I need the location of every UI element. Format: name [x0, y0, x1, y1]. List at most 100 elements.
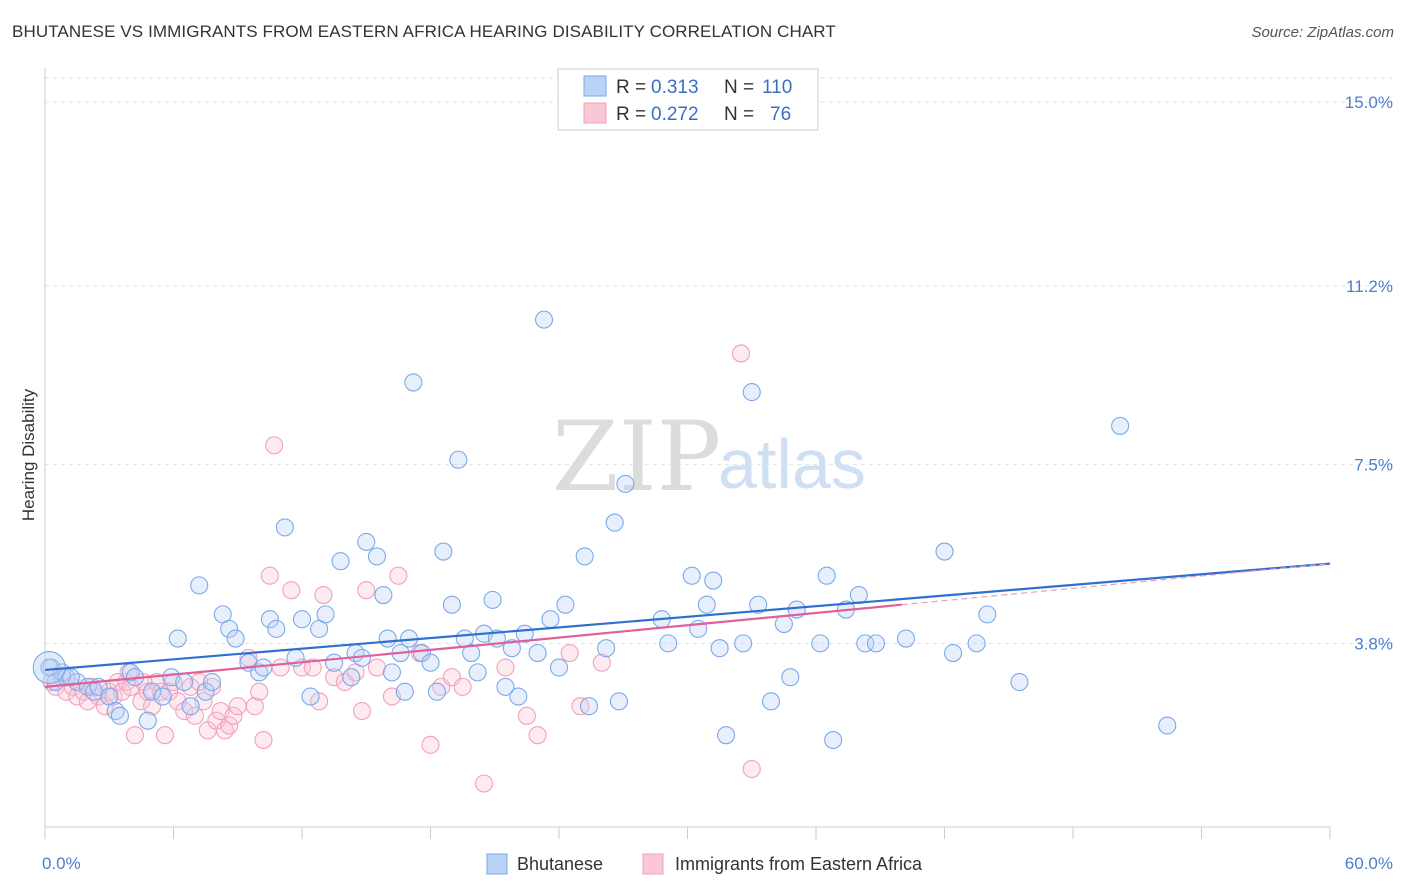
blue-point-93 — [811, 634, 830, 653]
pink-point-50 — [310, 692, 329, 711]
blue-point-44 — [374, 586, 393, 605]
pink-point-23 — [155, 726, 174, 745]
blue-point-89 — [761, 692, 781, 711]
blue-point-46 — [382, 663, 402, 682]
pink-point-46 — [271, 658, 290, 677]
blue-point-70 — [549, 658, 569, 677]
blue-point-99 — [866, 634, 886, 653]
blue-point-14 — [143, 682, 162, 701]
blue-point-75 — [605, 513, 624, 532]
y-tick-label-0: 3.8% — [1354, 634, 1393, 653]
legend-r-value-1: 0.313 — [651, 77, 699, 98]
y-tick-labels: 3.8% 7.5% 11.2% 15.0% — [1345, 93, 1393, 653]
pink-point-45 — [265, 436, 284, 455]
blue-point-87 — [742, 383, 761, 402]
blue-point-52 — [421, 653, 440, 672]
blue-point-56 — [449, 450, 468, 469]
blue-point-103 — [967, 634, 986, 653]
blue-point-74 — [597, 639, 616, 658]
pink-point-72 — [731, 344, 751, 363]
blue-point-69 — [541, 610, 560, 629]
y-axis-label: Hearing Disability — [19, 388, 38, 521]
blue-point-79 — [659, 634, 678, 653]
blue-point-91 — [781, 668, 800, 687]
pink-point-59 — [389, 566, 408, 585]
blue-point-25 — [226, 629, 245, 648]
legend-box: R = 0.313 N = 110 R = 0.272 N = 76 — [557, 68, 819, 131]
pink-point-68 — [528, 726, 547, 745]
blue-point-88 — [749, 595, 768, 614]
blue-point-63 — [496, 677, 515, 696]
blue-point-73 — [579, 697, 599, 716]
legend-r-label-2: R = — [616, 104, 646, 125]
blue-point-59 — [468, 663, 487, 682]
pink-point-44 — [260, 566, 279, 585]
legend-r-label-1: R = — [616, 77, 646, 98]
blue-point-39 — [342, 668, 361, 687]
blue-point-17 — [168, 629, 187, 648]
trend-lines — [44, 562, 1331, 688]
blue-point-86 — [734, 634, 753, 653]
pink-point-42 — [250, 682, 269, 701]
blue-point-61 — [483, 590, 502, 609]
pink-point-73 — [742, 759, 761, 779]
blue-point-100 — [896, 629, 916, 648]
trend-line-pink-extension — [901, 563, 1331, 606]
blue-cluster-bubble — [32, 650, 66, 685]
blue-point-48 — [395, 682, 414, 701]
blue-point-22 — [203, 672, 222, 692]
blue-point-10 — [110, 706, 130, 725]
blue-point-18 — [175, 672, 194, 692]
x-tick-labels: 0.0% 60.0% — [42, 854, 1393, 873]
blue-point-72 — [575, 547, 594, 566]
pink-point-51 — [314, 586, 333, 605]
blue-point-36 — [316, 605, 335, 624]
blue-point-105 — [1010, 672, 1029, 692]
blue-point-97 — [849, 586, 868, 605]
blue-point-108 — [40, 658, 59, 677]
blue-point-101 — [935, 542, 954, 561]
watermark-zip: ZIP — [552, 401, 721, 513]
legend-r-value-2: 0.272 — [651, 104, 699, 125]
blue-point-43 — [367, 547, 387, 566]
blue-point-33 — [292, 610, 312, 629]
blue-point-85 — [716, 726, 736, 745]
blue-point-53 — [427, 682, 446, 701]
blue-point-31 — [275, 518, 294, 537]
legend-n-label-1: N = — [724, 77, 754, 98]
blue-point-13 — [138, 711, 157, 730]
blue-point-106 — [1111, 416, 1130, 435]
pink-point-49 — [303, 658, 322, 677]
series-blue-points — [32, 310, 1177, 750]
trend-line-blue — [44, 562, 1331, 672]
source-label: Source: ZipAtlas.com — [1251, 24, 1394, 41]
blue-point-30 — [267, 619, 286, 638]
blue-point-37 — [325, 653, 344, 672]
blue-point-42 — [357, 532, 376, 551]
blue-point-68 — [534, 310, 554, 329]
blue-point-45 — [378, 629, 397, 648]
blue-point-50 — [404, 373, 423, 392]
blue-point-90 — [774, 614, 793, 634]
legend-n-value-2: 76 — [770, 104, 791, 125]
pink-point-65 — [474, 774, 494, 793]
blue-point-76 — [609, 692, 629, 711]
blue-point-80 — [682, 566, 701, 585]
chart-title: BHUTANESE VS IMMIGRANTS FROM EASTERN AFR… — [12, 22, 836, 41]
pink-point-67 — [517, 706, 536, 725]
blue-point-34 — [301, 687, 320, 706]
axes — [44, 68, 1331, 839]
blue-point-82 — [697, 595, 716, 614]
y-tick-label-2: 11.2% — [1346, 277, 1393, 296]
watermark-atlas: atlas — [718, 425, 866, 503]
blue-point-64 — [502, 639, 521, 658]
blue-point-95 — [824, 730, 843, 750]
blue-point-94 — [817, 566, 836, 585]
pink-point-61 — [421, 735, 440, 754]
pink-point-29 — [185, 706, 204, 725]
pink-point-12 — [104, 687, 123, 706]
pink-point-17 — [125, 726, 144, 745]
pink-point-66 — [496, 658, 515, 677]
blue-point-102 — [944, 643, 963, 663]
blue-point-19 — [181, 697, 200, 716]
